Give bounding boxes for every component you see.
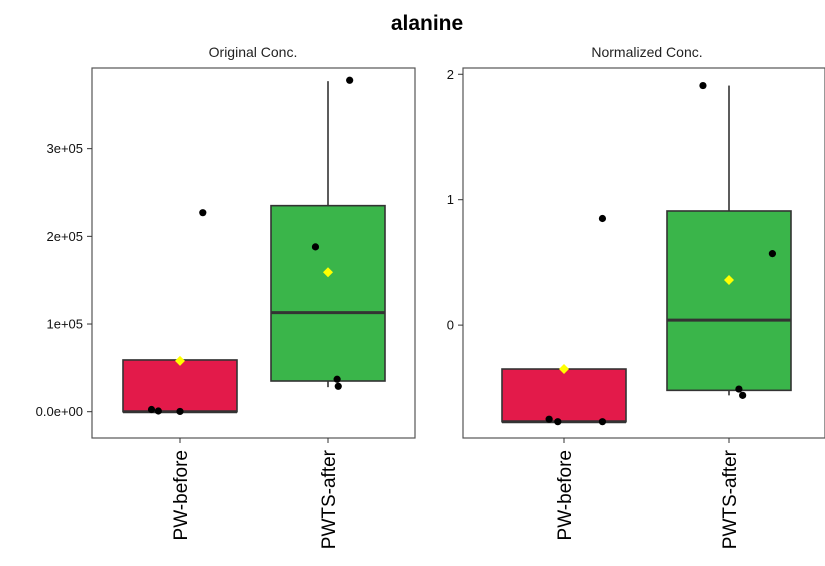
y-tick-label: 0 <box>447 318 454 333</box>
plot-border <box>91 67 416 439</box>
data-point <box>598 418 607 426</box>
box-body <box>122 359 238 413</box>
data-point <box>346 76 354 84</box>
box-body <box>666 210 792 392</box>
mean-marker <box>559 364 569 375</box>
data-point <box>154 407 162 415</box>
x-tick-label: PWTS-after <box>720 449 741 549</box>
plot-border <box>462 67 825 439</box>
box-pw-before <box>122 359 238 414</box>
y-tick-label: 2 <box>447 67 454 82</box>
data-point <box>768 250 777 258</box>
y-tick-label: 2e+05 <box>46 229 83 244</box>
data-point <box>554 418 562 426</box>
panel-title-normalized: Normalized Conc. <box>591 44 702 60</box>
data-point <box>176 407 184 416</box>
data-point <box>699 81 707 90</box>
y-tick-label: 1e+05 <box>46 317 83 332</box>
box-body <box>270 204 386 382</box>
mean-marker <box>724 274 734 285</box>
box-body <box>501 368 627 423</box>
data-point <box>545 415 553 423</box>
x-tick-label: PWTS-after <box>319 449 340 549</box>
panel-original-conc: Original Conc. 0.0e+00 1e+05 2e+05 3e+05 PW-… <box>36 44 416 549</box>
box-pw-before <box>501 368 627 424</box>
figure-title: alanine <box>391 12 463 35</box>
box-pwts-after <box>270 81 386 388</box>
mean-marker <box>323 267 333 278</box>
data-point <box>333 375 341 383</box>
data-point <box>739 391 747 399</box>
data-point <box>199 209 207 217</box>
y-tick-label: 3e+05 <box>46 141 83 156</box>
x-tick-label: PW-before <box>555 450 576 540</box>
panel-title-original: Original Conc. <box>209 44 298 60</box>
data-point <box>311 243 320 251</box>
data-point <box>598 214 607 223</box>
box-pwts-after <box>666 85 792 396</box>
data-point <box>147 405 156 414</box>
data-point <box>334 382 342 390</box>
mean-marker <box>175 355 185 366</box>
y-tick-label: 0.0e+00 <box>36 404 83 419</box>
data-point <box>735 385 743 393</box>
x-tick-label: PW-before <box>171 450 192 540</box>
panel-normalized-conc: Normalized Conc. 0 1 2 PW-before PWTS-after <box>447 44 825 549</box>
y-tick-label: 1 <box>447 192 454 207</box>
